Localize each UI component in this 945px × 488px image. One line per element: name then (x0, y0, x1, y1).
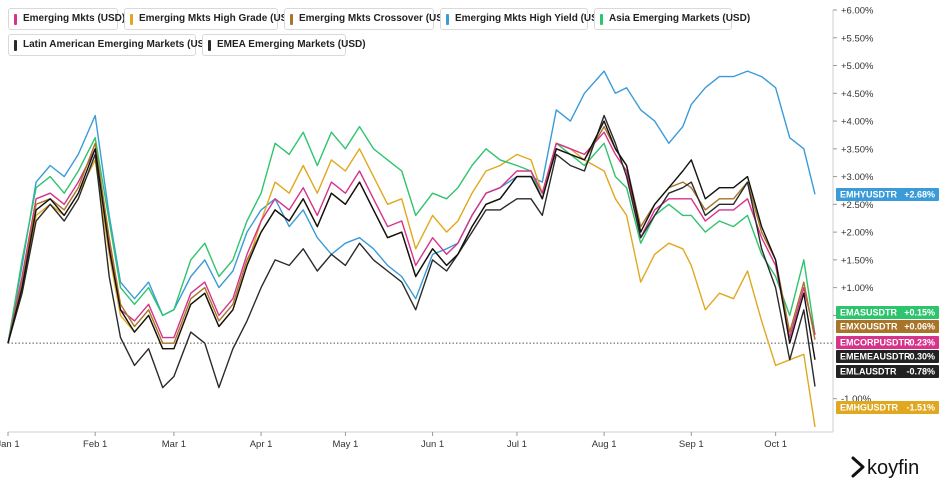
end-tag-emcorpusdtr (836, 336, 939, 349)
end-tag-value: +0.15% (904, 308, 935, 318)
y-tick-label: -1.00% (841, 394, 872, 405)
y-tick-label: +5.50% (841, 33, 874, 44)
legend-swatch (208, 40, 211, 51)
legend-item-high-yield[interactable]: Emerging Mkts High Yield (USD) (440, 8, 608, 30)
end-tag-emxousdtr (836, 320, 939, 333)
end-tag-emlausdtr (836, 365, 939, 378)
legend-swatch (14, 40, 17, 51)
y-tick-label: +4.00% (841, 117, 874, 128)
series-line-emasusdtr (7, 125, 816, 344)
y-tick-label: +3.50% (841, 144, 874, 155)
x-tick-label: Sep 1 (679, 439, 704, 450)
legend-item-emea[interactable]: EMEA Emerging Markets (USD) (202, 34, 366, 56)
series-line-emasusdtr (7, 131, 816, 344)
end-tag-value: -0.23% (906, 338, 935, 348)
legend-label: Latin American Emerging Markets (USD) (23, 39, 215, 50)
series-line-emlausdtr (7, 114, 816, 389)
end-tag-value: -0.78% (906, 367, 935, 377)
legend-swatch (14, 14, 17, 25)
legend-swatch (130, 14, 133, 25)
x-tick-label: Jul 1 (507, 439, 527, 450)
legend-label: Asia Emerging Markets (USD) (609, 13, 751, 24)
y-tick-label: +6.00% (841, 6, 874, 17)
y-tick-label: +2.00% (841, 228, 874, 239)
legend-label: Emerging Mkts (USD) (23, 13, 126, 24)
end-tag-ememeausdtr (836, 350, 939, 363)
end-tag-ticker: EMEMEAUSDTR (840, 352, 911, 362)
legend-item-emerging-mkts[interactable]: Emerging Mkts (USD) (8, 8, 125, 30)
x-tick-label: May 1 (332, 439, 358, 450)
legend-label: Emerging Mkts High Yield (USD) (455, 13, 609, 24)
legend-item-latam[interactable]: Latin American Emerging Markets (USD) (8, 34, 215, 56)
end-tag-ticker: EMXOUSDTR (840, 322, 898, 332)
legend-label: Emerging Mkts Crossover (USD) (299, 13, 454, 24)
x-tick-label: Oct 1 (764, 439, 787, 450)
y-tick-label: +1.00% (841, 283, 874, 294)
end-tag-emasusdtr (836, 306, 939, 319)
koyfin-mark-icon (851, 456, 865, 478)
x-tick-label: Jan 1 (0, 439, 20, 450)
end-tag-emhgusdtr (836, 401, 939, 414)
end-tag-ticker: EMHGUSDTR (840, 403, 898, 413)
series-line-ememeausdtr (7, 120, 816, 360)
end-tag-ticker: EMLAUSDTR (840, 367, 897, 377)
end-tag-value: -1.51% (906, 403, 935, 413)
end-tag-value: -0.30% (906, 352, 935, 362)
series-line-emhgusdtr (7, 142, 816, 428)
x-tick-label: Apr 1 (250, 439, 273, 450)
end-tag-value: +0.06% (904, 322, 935, 332)
x-tick-label: Mar 1 (162, 439, 186, 450)
legend-swatch (446, 14, 449, 25)
koyfin-logo: koyfin (851, 456, 919, 479)
x-tick-label: Jun 1 (421, 439, 444, 450)
x-tick-label: Feb 1 (83, 439, 107, 450)
end-tag-emhyusdtr (836, 188, 939, 201)
end-tag-ticker: EMASUSDTR (840, 308, 898, 318)
y-tick-label: +3.00% (841, 172, 874, 183)
brand-name: koyfin (867, 457, 919, 479)
legend-swatch (600, 14, 603, 25)
y-tick-label: +4.50% (841, 89, 874, 100)
legend-label: EMEA Emerging Markets (USD) (217, 39, 366, 50)
y-tick-label: +2.50% (841, 200, 874, 211)
legend-swatch (290, 14, 293, 25)
legend-item-high-grade[interactable]: Emerging Mkts High Grade (USD) (124, 8, 298, 30)
legend-item-crossover[interactable]: Emerging Mkts Crossover (USD) (284, 8, 453, 30)
legend-item-asia[interactable]: Asia Emerging Markets (USD) (594, 8, 750, 30)
y-tick-label: +1.50% (841, 255, 874, 266)
end-tag-ticker: EMHYUSDTR (840, 190, 898, 200)
end-tag-value: +2.68% (904, 190, 935, 200)
y-tick-label: +5.00% (841, 61, 874, 72)
series-line-emhyusdtr (7, 70, 816, 344)
end-tag-ticker: EMCORPUSDTR (840, 338, 911, 348)
x-tick-label: Aug 1 (592, 439, 617, 450)
legend-label: Emerging Mkts High Grade (USD) (139, 13, 298, 24)
